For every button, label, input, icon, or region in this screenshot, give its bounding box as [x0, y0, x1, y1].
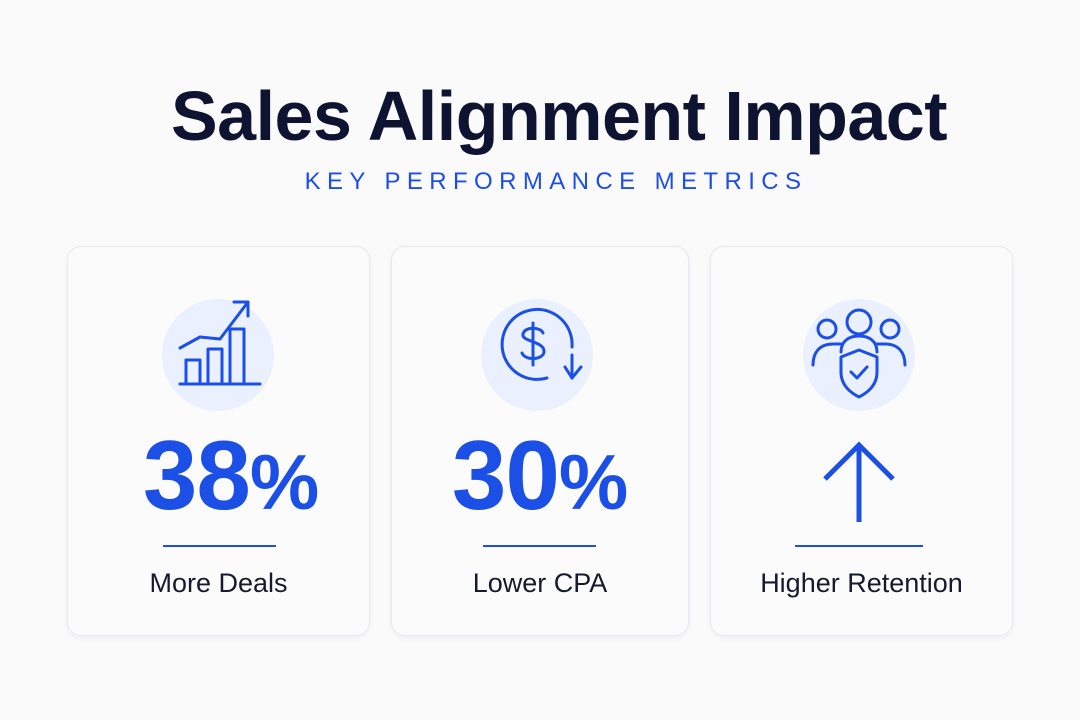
metric-value-cpa: 30% — [451, 420, 629, 530]
metric-label-deals: More Deals — [149, 568, 288, 598]
team-shield-icon — [789, 299, 929, 411]
page-subtitle: KEY PERFORMANCE METRICS — [304, 168, 808, 195]
up-arrow-icon — [822, 440, 896, 524]
growth-bar-chart-icon — [148, 299, 288, 411]
divider — [163, 545, 276, 547]
metric-value-deals: 38% — [142, 420, 320, 530]
divider — [483, 545, 596, 547]
page-title: Sales Alignment Impact — [170, 77, 948, 155]
divider — [795, 545, 923, 547]
metric-label-cpa: Lower CPA — [472, 568, 608, 598]
metric-label-retention: Higher Retention — [760, 568, 963, 598]
dollar-decrease-icon — [467, 299, 607, 411]
